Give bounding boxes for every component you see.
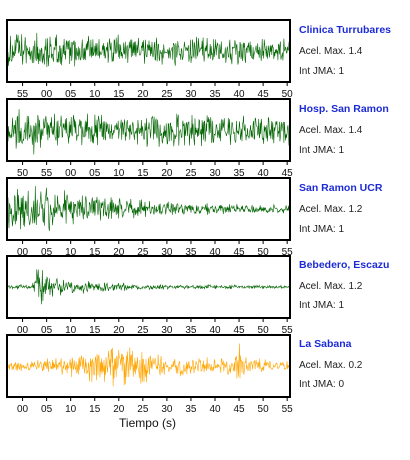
jma-intensity-label: Int JMA: 0 [299, 379, 345, 390]
panel-frame [6, 98, 291, 162]
x-tick-label: 00 [17, 325, 29, 336]
station-name: Hosp. San Ramon [299, 103, 389, 115]
x-tick-label: 00 [41, 89, 53, 100]
jma-intensity-label: Int JMA: 1 [299, 224, 345, 235]
x-tick-label: 05 [89, 168, 101, 179]
waveform-trace [6, 186, 291, 233]
accel-max-label: Acel. Max. 1.2 [299, 281, 363, 292]
x-tick-label: 10 [89, 89, 101, 100]
x-tick-label: 30 [161, 325, 173, 336]
x-tick-label: 45 [233, 247, 245, 258]
x-tick-label: 40 [233, 89, 245, 100]
x-tick-label: 50 [282, 89, 294, 100]
x-tick-label: 35 [185, 404, 197, 415]
seismogram-panel: 00 05 10 15 20 25 30 35 40 45 50 55 [6, 334, 294, 415]
x-tick-label: 25 [137, 325, 149, 336]
station-name: Bebedero, Escazu [299, 259, 390, 271]
accel-max-label: Acel. Max. 0.2 [299, 360, 363, 371]
x-tick-label: 20 [113, 247, 125, 258]
jma-intensity-label: Int JMA: 1 [299, 145, 345, 156]
x-tick-label: 45 [233, 325, 245, 336]
x-tick-label: 50 [258, 247, 270, 258]
waveform-trace [6, 109, 291, 155]
seismogram-panel: 50 55 00 05 10 15 20 25 30 35 40 45 [6, 98, 294, 179]
x-tick-label: 15 [89, 247, 101, 258]
seismogram-panel: 55 00 05 10 15 20 25 30 35 40 45 50 [6, 19, 294, 100]
x-tick-label: 50 [17, 168, 29, 179]
x-tick-label: 55 [41, 168, 53, 179]
x-tick-label: 40 [209, 404, 221, 415]
x-tick-label: 30 [209, 168, 221, 179]
x-tick-label: 35 [233, 168, 245, 179]
x-tick-label: 30 [161, 247, 173, 258]
x-tick-label: 35 [185, 325, 197, 336]
x-tick-label: 25 [185, 168, 197, 179]
x-tick-label: 50 [258, 404, 270, 415]
x-tick-label: 15 [113, 89, 125, 100]
x-tick-label: 00 [17, 404, 29, 415]
waveform-trace [6, 269, 291, 305]
x-tick-label: 00 [65, 168, 77, 179]
x-tick-label: 45 [282, 168, 294, 179]
x-tick-label: 15 [89, 404, 101, 415]
x-tick-label: 30 [161, 404, 173, 415]
seismogram-panel: 00 05 10 15 20 25 30 35 40 45 50 55 [6, 255, 294, 336]
x-tick-label: 55 [282, 247, 294, 258]
x-tick-label: 10 [65, 325, 77, 336]
x-tick-label: 05 [41, 247, 53, 258]
x-tick-label: 05 [65, 89, 77, 100]
x-tick-label: 20 [161, 168, 173, 179]
panel-frame [6, 177, 291, 241]
x-tick-label: 25 [137, 404, 149, 415]
x-tick-label: 20 [113, 404, 125, 415]
x-tick-label: 10 [113, 168, 125, 179]
x-tick-label: 20 [113, 325, 125, 336]
x-tick-label: 00 [17, 247, 29, 258]
x-tick-label: 55 [17, 89, 29, 100]
x-tick-label: 20 [137, 89, 149, 100]
seismogram-panel: 00 05 10 15 20 25 30 35 40 45 50 55 [6, 177, 294, 258]
panel-frame [6, 334, 291, 398]
x-tick-label: 15 [89, 325, 101, 336]
station-name: San Ramon UCR [299, 182, 383, 194]
x-tick-label: 40 [209, 247, 221, 258]
x-tick-label: 05 [41, 404, 53, 415]
x-tick-label: 05 [41, 325, 53, 336]
x-tick-label: 35 [185, 247, 197, 258]
waveform-trace [6, 343, 291, 387]
jma-intensity-label: Int JMA: 1 [299, 300, 345, 311]
station-name: Clinica Turrubares [299, 24, 391, 36]
x-tick-label: 40 [209, 325, 221, 336]
x-tick-label: 10 [65, 404, 77, 415]
panel-frame [6, 19, 291, 83]
x-tick-label: 35 [209, 89, 221, 100]
x-tick-label: 45 [233, 404, 245, 415]
x-axis-label: Tiempo (s) [119, 416, 176, 430]
x-tick-label: 55 [282, 404, 294, 415]
x-tick-label: 45 [258, 89, 270, 100]
jma-intensity-label: Int JMA: 1 [299, 66, 345, 77]
x-tick-label: 50 [258, 325, 270, 336]
accel-max-label: Acel. Max. 1.4 [299, 125, 363, 136]
waveform-trace [6, 32, 291, 68]
x-tick-label: 30 [185, 89, 197, 100]
panel-frame [6, 255, 291, 319]
accel-max-label: Acel. Max. 1.4 [299, 46, 363, 57]
x-tick-label: 40 [258, 168, 270, 179]
station-name: La Sabana [299, 338, 352, 350]
x-tick-label: 15 [137, 168, 149, 179]
x-tick-label: 25 [137, 247, 149, 258]
x-tick-label: 25 [161, 89, 173, 100]
x-tick-label: 55 [282, 325, 294, 336]
x-tick-label: 10 [65, 247, 77, 258]
accel-max-label: Acel. Max. 1.2 [299, 204, 363, 215]
